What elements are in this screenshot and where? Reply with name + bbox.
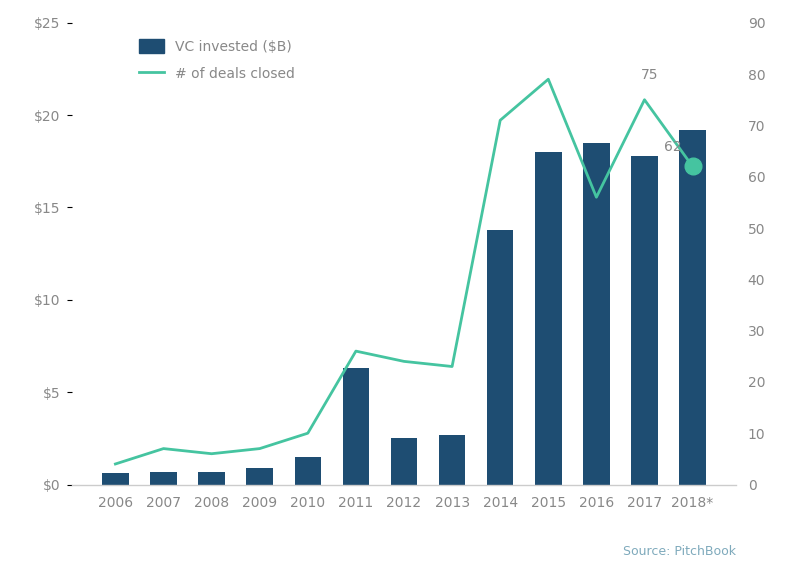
Text: 62: 62 <box>663 140 682 154</box>
Text: Source: PitchBook: Source: PitchBook <box>623 544 736 557</box>
Bar <box>102 474 129 484</box>
Bar <box>439 435 466 484</box>
Bar <box>583 143 610 484</box>
Bar <box>150 471 177 484</box>
Bar <box>679 130 706 484</box>
Bar <box>294 457 321 484</box>
Bar <box>390 438 418 484</box>
Bar <box>198 471 225 484</box>
Text: 75: 75 <box>641 68 658 82</box>
Bar <box>487 230 514 484</box>
Bar <box>342 368 369 484</box>
Bar <box>631 156 658 484</box>
Bar <box>535 152 562 484</box>
Legend: VC invested ($B), # of deals closed: VC invested ($B), # of deals closed <box>138 39 294 81</box>
Bar <box>246 468 273 484</box>
